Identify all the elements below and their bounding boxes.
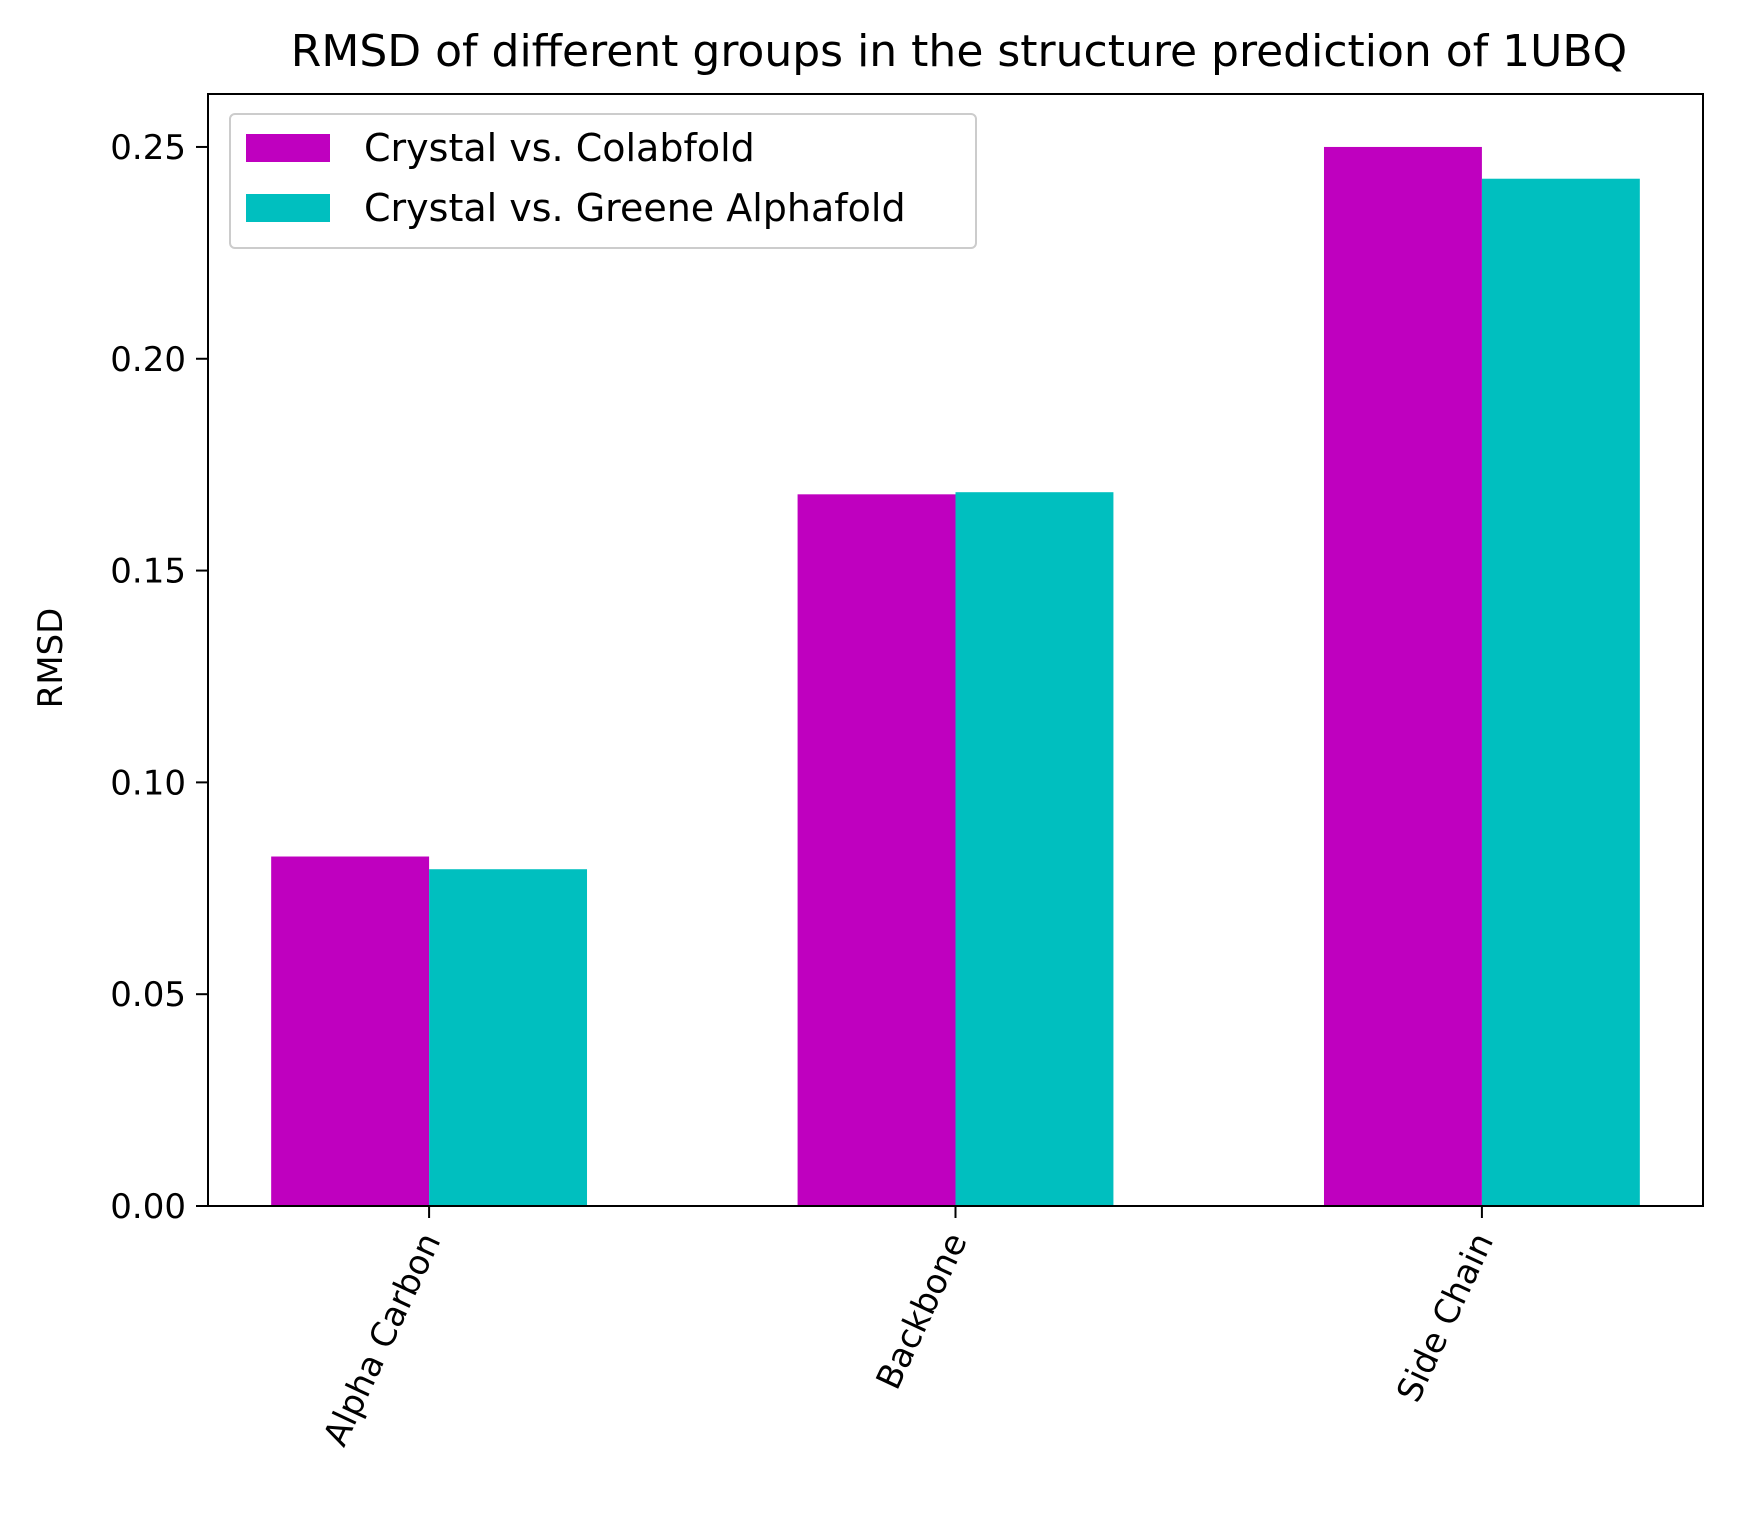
y-tick-label: 0.20 [110,340,186,380]
y-tick-label: 0.10 [110,763,186,803]
legend: Crystal vs. Colabfold Crystal vs. Greene … [229,113,977,249]
y-tick-label: 0.05 [110,975,186,1015]
bar-colabfold-0 [271,856,430,1206]
legend-swatch [246,134,330,162]
y-tick-label: 0.00 [110,1187,186,1227]
legend-swatch [246,194,330,222]
plot-frame [207,93,1704,1207]
y-tick-label: 0.15 [110,552,186,592]
chart-title: RMSD of different groups in the structur… [291,26,1627,77]
x-tick-label: Alpha Carbon [316,1227,449,1452]
y-tick-label: 0.25 [110,128,186,168]
bars-layer [271,146,1640,1206]
x-axis: Alpha Carbon Backbone Side Chain [316,1206,1502,1452]
bar-greene-alphafold-0 [429,869,588,1206]
x-tick-label: Side Chain [1389,1227,1502,1408]
y-axis: 0.00 0.05 0.10 0.15 0.20 0.25 [110,128,208,1227]
bar-greene-alphafold-2 [1481,178,1640,1206]
y-axis-label: RMSD [31,608,71,709]
legend-box [229,113,977,249]
bar-colabfold-2 [1323,146,1482,1206]
bar-greene-alphafold-1 [955,492,1114,1206]
legend-label: Crystal vs. Colabfold [364,126,755,170]
x-tick-label: Backbone [869,1227,976,1396]
legend-label: Crystal vs. Greene Alphafold [364,186,906,230]
bar-colabfold-1 [797,494,956,1206]
